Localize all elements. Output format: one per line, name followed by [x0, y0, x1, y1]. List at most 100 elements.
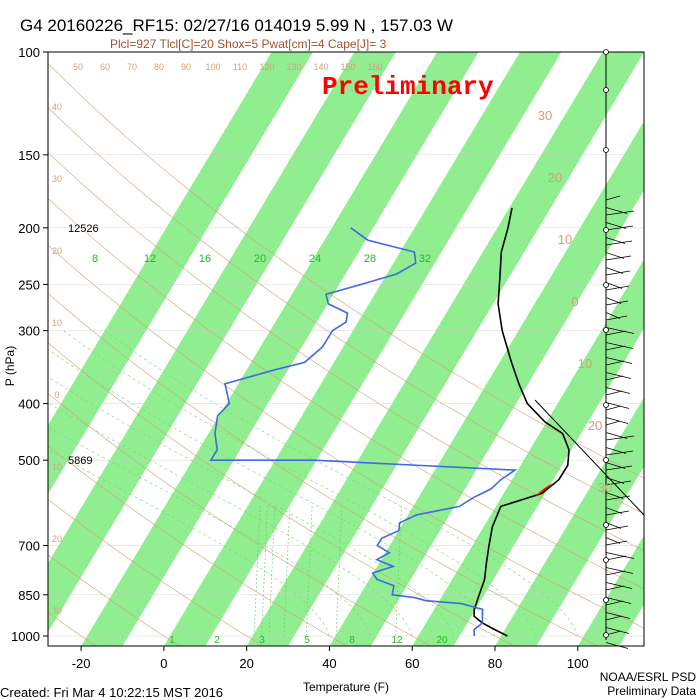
wind-barb	[605, 642, 629, 649]
dry-adiabat	[48, 293, 599, 646]
wind-station-marker	[603, 49, 609, 55]
x-axis-ticks: -20 0 20 40 60 80 100	[72, 646, 589, 671]
wind-station-marker	[603, 402, 609, 408]
wind-station-marker	[603, 147, 609, 153]
isotherm-band	[48, 52, 314, 495]
isotherm-band	[412, 259, 644, 646]
dry-adiabat	[48, 554, 180, 646]
wind-barb	[605, 327, 635, 334]
x-tick-label: -20	[72, 656, 91, 671]
mixing-ratio-label: 20	[254, 253, 266, 265]
wind-station-marker	[603, 457, 609, 463]
y-tick-label: 250	[18, 277, 40, 292]
wind-station-marker	[603, 327, 609, 333]
x-tick-label: 0	[160, 656, 167, 671]
green-bands	[48, 42, 700, 646]
wind-barb	[605, 627, 630, 634]
top-adiabat-label: 150	[340, 62, 355, 72]
isotherm-band	[329, 121, 644, 646]
bottom-mixing-label: 3	[259, 635, 265, 646]
height-label: 5869	[68, 455, 92, 467]
mixing-ratio-label: 16	[199, 253, 211, 265]
wind-barb	[605, 342, 634, 349]
mixing-ratio-line	[268, 506, 276, 637]
wind-barb	[605, 435, 635, 441]
wind-barb	[605, 510, 630, 516]
top-adiabat-label: 120	[259, 62, 274, 72]
wind-barb	[605, 387, 631, 394]
top-adiabat-label: 70	[127, 62, 137, 72]
wind-barb	[605, 270, 631, 276]
dry-adiabat	[48, 342, 515, 646]
left-side-label: 10	[52, 318, 62, 328]
y-tick-label: 1000	[11, 629, 40, 644]
y-tick-label: 150	[18, 148, 40, 163]
wind-barb	[605, 330, 627, 336]
wind-barb	[605, 552, 635, 559]
wind-station-marker	[603, 227, 609, 233]
wind-barb	[605, 390, 623, 396]
wind-barb	[605, 225, 634, 231]
chart-subtitle: Plcl=927 Tlcl[C]=20 Shox=5 Pwat[cm]=4 Ca…	[110, 37, 387, 51]
wind-barb	[605, 600, 624, 606]
y-tick-label: 100	[18, 45, 40, 60]
left-side-label: 30	[52, 174, 62, 184]
wind-barb	[605, 285, 630, 291]
top-adiabat-label: 50	[73, 62, 83, 72]
top-adiabat-label: 140	[313, 62, 328, 72]
wind-barb	[605, 555, 627, 561]
mixing-ratio-lines	[253, 506, 402, 637]
left-side-label: 20	[52, 534, 62, 544]
x-tick-label: 60	[405, 656, 419, 671]
top-adiabat-label: 100	[205, 62, 220, 72]
wind-station-marker	[603, 282, 609, 288]
wind-barb	[605, 210, 635, 216]
y-axis-ticks: 100 150 200 250 300 400 500 700 850 1000	[11, 45, 48, 644]
moist-adiabat	[48, 402, 413, 637]
moist-adiabat	[48, 348, 496, 637]
wind-barb	[605, 300, 629, 306]
sounding-trace	[209, 227, 518, 637]
bottom-mixing-label: 8	[349, 635, 355, 646]
wind-barb	[605, 345, 626, 351]
top-adiabat-label: 80	[154, 62, 164, 72]
wind-column	[534, 49, 645, 649]
right-side-label: 0	[571, 294, 578, 309]
dry-adiabat	[0, 25, 15, 648]
wind-barb	[605, 420, 621, 426]
right-side-label: 20	[588, 418, 602, 433]
wind-station-marker	[603, 632, 609, 638]
bottom-mixing-label: 20	[436, 635, 448, 646]
wind-barb	[605, 570, 626, 576]
height-label: 12526	[68, 223, 99, 235]
wind-barb	[605, 357, 633, 364]
top-adiabat-label: 60	[100, 62, 110, 72]
moist-adiabat	[48, 426, 372, 637]
mixing-ratio-line	[253, 506, 261, 637]
moist-adiabat	[48, 376, 454, 637]
mixing-ratio-line	[395, 506, 402, 637]
sounding-trace	[535, 483, 553, 497]
top-adiabat-label: 160	[367, 62, 382, 72]
left-side-label: 0	[54, 390, 59, 400]
mixing-ratio-line	[335, 506, 343, 637]
wind-barb	[605, 255, 632, 261]
bottom-mixing-label: 12	[391, 635, 403, 646]
isotherm-band	[246, 52, 644, 646]
dry-adiabat	[48, 393, 432, 646]
wind-station-marker	[603, 87, 609, 93]
x-tick-label: 20	[239, 656, 253, 671]
mixing-ratio-label: 32	[419, 253, 431, 265]
x-tick-label: 40	[322, 656, 336, 671]
y-tick-label: 200	[18, 221, 40, 236]
top-adiabat-label: 90	[181, 62, 191, 72]
bottom-mixing-label: 2	[214, 635, 220, 646]
isotherm-band	[661, 42, 700, 646]
x-axis-label: Temperature (F)	[303, 680, 389, 694]
wind-barb	[605, 582, 633, 589]
plot-frame	[47, 51, 645, 647]
wind-barb	[605, 402, 630, 409]
wind-station-marker	[603, 597, 609, 603]
wind-barb	[605, 360, 625, 366]
